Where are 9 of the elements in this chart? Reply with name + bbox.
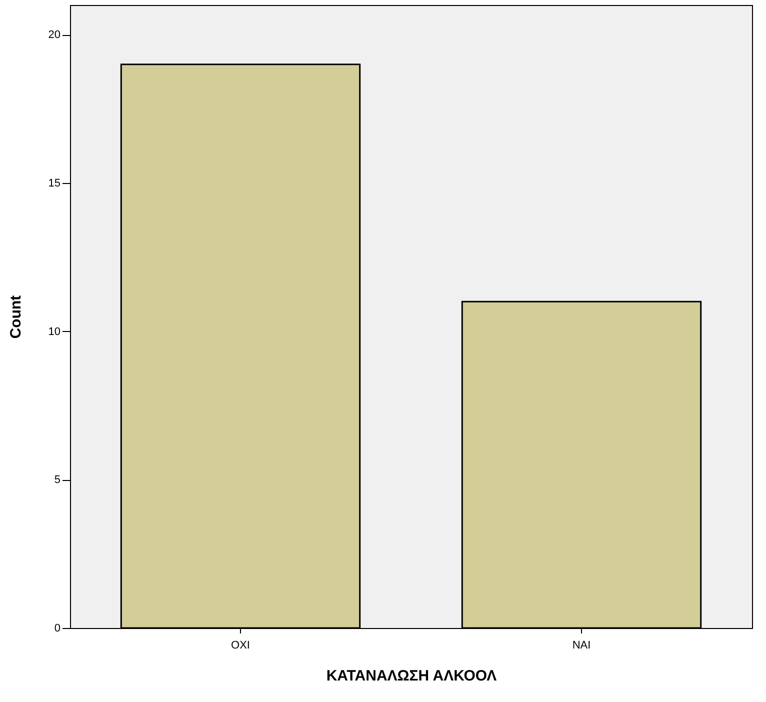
x-axis-title: ΚΑΤΑΝΑΛΩΣΗ ΑΛΚΟΟΛ — [326, 668, 497, 684]
y-tick-label: 5 — [54, 474, 60, 486]
y-tick-label: 10 — [48, 326, 60, 338]
y-tick-label: 20 — [48, 29, 60, 42]
x-tick-label: ΟΧΙ — [231, 640, 250, 652]
x-tick-label: ΝΑΙ — [572, 640, 591, 652]
y-tick-label: 15 — [48, 178, 60, 190]
y-tick-label: 0 — [54, 622, 60, 634]
y-axis-title: Count — [7, 295, 24, 339]
